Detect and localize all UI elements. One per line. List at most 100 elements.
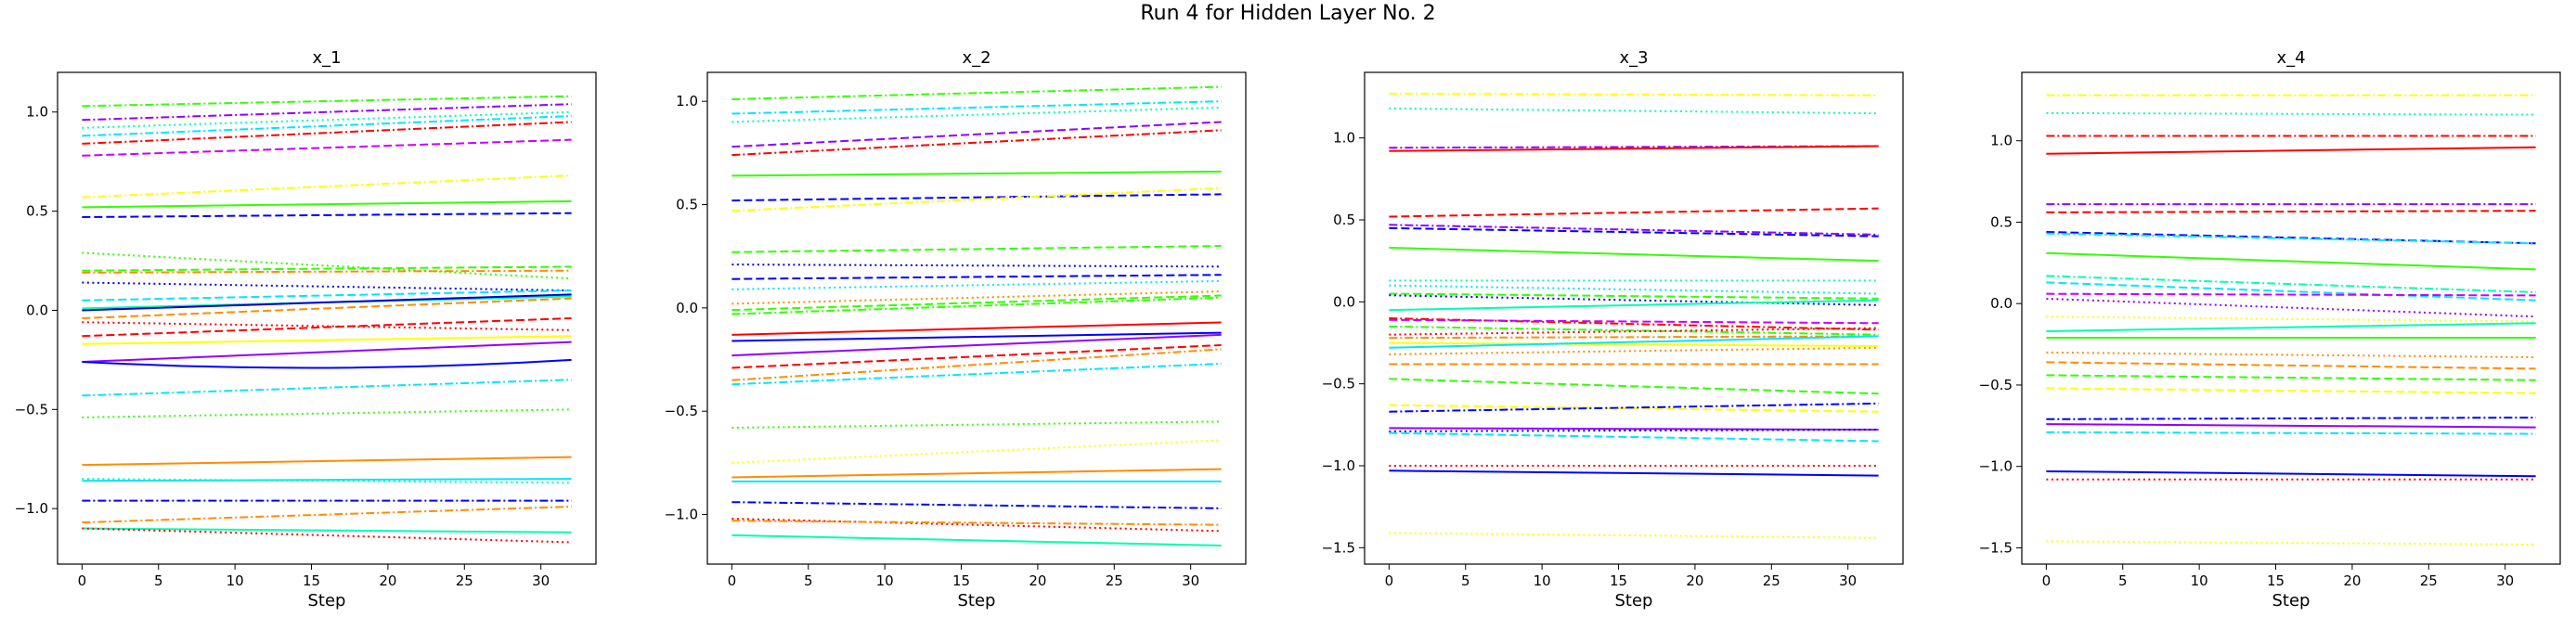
x-tick-label: 15: [952, 572, 970, 589]
series-line-6: [2046, 210, 2536, 213]
series-line-17: [82, 297, 572, 319]
figure-title: Run 4 for Hidden Layer No. 2: [1140, 2, 1436, 25]
series-line-21: [82, 341, 572, 364]
y-tick-label: 1.0: [1990, 133, 2013, 149]
y-tick-label: 0.0: [26, 302, 48, 318]
x-tick-label: 0: [728, 572, 737, 589]
chart-3: x_3 0 5 10 15 20 25 30 −1.5 −1.0 −0.5 0.0 0.5 1.0 Step: [1322, 48, 1904, 611]
series-group: [82, 95, 572, 544]
series-line-14: [1389, 317, 1879, 331]
axes-frame: [706, 71, 1247, 565]
series-line-8: [731, 186, 1222, 212]
x-tick-label: 20: [379, 572, 396, 589]
series-line-16: [82, 293, 572, 312]
x-axis-label: Step: [308, 591, 346, 611]
x-tick-label: 20: [1686, 572, 1703, 589]
series-line-18: [2046, 361, 2536, 370]
series-line-20: [1389, 335, 1879, 349]
series-line-29: [731, 533, 1222, 546]
y-tick-label: −1.0: [1322, 457, 1355, 474]
series-line-9: [2046, 251, 2536, 271]
series-line-24: [731, 468, 1222, 479]
x-tick-label: 5: [2118, 572, 2128, 589]
series-line-16: [731, 321, 1222, 336]
panel-title: x_3: [1619, 48, 1648, 68]
series-line-23: [1389, 378, 1879, 395]
x-axis-label: Step: [1615, 591, 1653, 611]
series-line-6: [1389, 224, 1879, 236]
series-group: [2046, 94, 2536, 546]
series-line-17: [2046, 351, 2536, 359]
y-tick-label: −1.5: [1322, 539, 1355, 556]
series-line-8: [1389, 247, 1879, 263]
series-line-3: [1389, 145, 1879, 149]
series-line-14: [82, 289, 572, 302]
y-tick-label: −1.5: [1979, 539, 2013, 556]
series-line-4: [82, 115, 572, 137]
series-line-23: [2046, 431, 2536, 435]
x-tick-label: 15: [303, 572, 320, 589]
y-tick-label: 0.5: [1990, 213, 2013, 230]
x-tick-label: 25: [456, 572, 473, 589]
series-line-2: [2046, 111, 2536, 116]
axes-frame: [57, 71, 597, 565]
x-tick-label: 20: [1029, 572, 1046, 589]
x-axis-label: Step: [958, 591, 996, 611]
series-line-2: [731, 100, 1222, 115]
series-line-18: [1389, 335, 1879, 340]
chart-4: x_4 0 5 10 15 20 25 30 −1.5 −1.0 −0.5 0.0 0.5 1.0 Step: [1979, 48, 2561, 611]
series-line-4: [731, 121, 1222, 148]
series-line-4: [1389, 145, 1879, 152]
y-tick-label: 0.0: [676, 300, 698, 316]
series-line-23: [731, 439, 1222, 464]
x-tick-label: 10: [227, 572, 244, 589]
series-line-6: [82, 138, 572, 157]
series-line-16: [1389, 325, 1879, 336]
series-line-10: [2046, 275, 2536, 293]
y-tick-label: 0.5: [676, 197, 698, 213]
series-line-15: [731, 296, 1222, 315]
x-tick-label: 30: [532, 572, 550, 589]
series-line-13: [2046, 297, 2536, 318]
series-line-5: [731, 129, 1222, 157]
series-line-14: [731, 294, 1222, 312]
series-line-23: [82, 379, 572, 397]
series-line-20: [82, 335, 572, 345]
series-line-26: [731, 501, 1222, 509]
x-tick-label: 25: [1763, 572, 1780, 589]
series-line-19: [2046, 374, 2536, 381]
chart-2: x_2 0 5 10 15 20 25 30 −1.0 −0.5 0.0 0.5 1.0 Step: [665, 48, 1247, 611]
series-line-26: [1389, 427, 1879, 431]
series-line-10: [82, 251, 572, 280]
series-line-2: [82, 103, 572, 122]
series-line-7: [82, 174, 572, 199]
series-line-11: [2046, 281, 2536, 302]
series-line-30: [1389, 469, 1879, 477]
series-line-7: [1389, 226, 1879, 238]
series-line-10: [1389, 284, 1879, 295]
series-line-21: [731, 362, 1222, 386]
series-line-11: [1389, 292, 1879, 300]
series-line-5: [1389, 207, 1879, 218]
series-line-26: [2046, 540, 2536, 546]
series-line-10: [731, 264, 1222, 268]
series-line-28: [731, 520, 1222, 526]
series-line-1: [1389, 92, 1879, 96]
series-line-20: [2046, 387, 2536, 394]
series-line-2: [1389, 107, 1879, 115]
series-line-30: [82, 527, 572, 533]
y-tick-label: 1.0: [1333, 130, 1355, 147]
x-tick-label: 20: [2343, 572, 2361, 589]
series-line-9: [82, 212, 572, 219]
x-tick-label: 15: [2267, 572, 2285, 589]
panel-title: x_4: [2276, 48, 2305, 68]
y-tick-label: −1.0: [665, 507, 698, 523]
x-tick-label: 10: [1534, 572, 1551, 589]
y-tick-label: 0.5: [1333, 212, 1355, 228]
series-line-24: [82, 408, 572, 418]
series-line-8: [82, 199, 572, 209]
x-tick-label: 15: [1610, 572, 1627, 589]
series-line-8: [2046, 232, 2536, 245]
series-line-29: [82, 506, 572, 524]
